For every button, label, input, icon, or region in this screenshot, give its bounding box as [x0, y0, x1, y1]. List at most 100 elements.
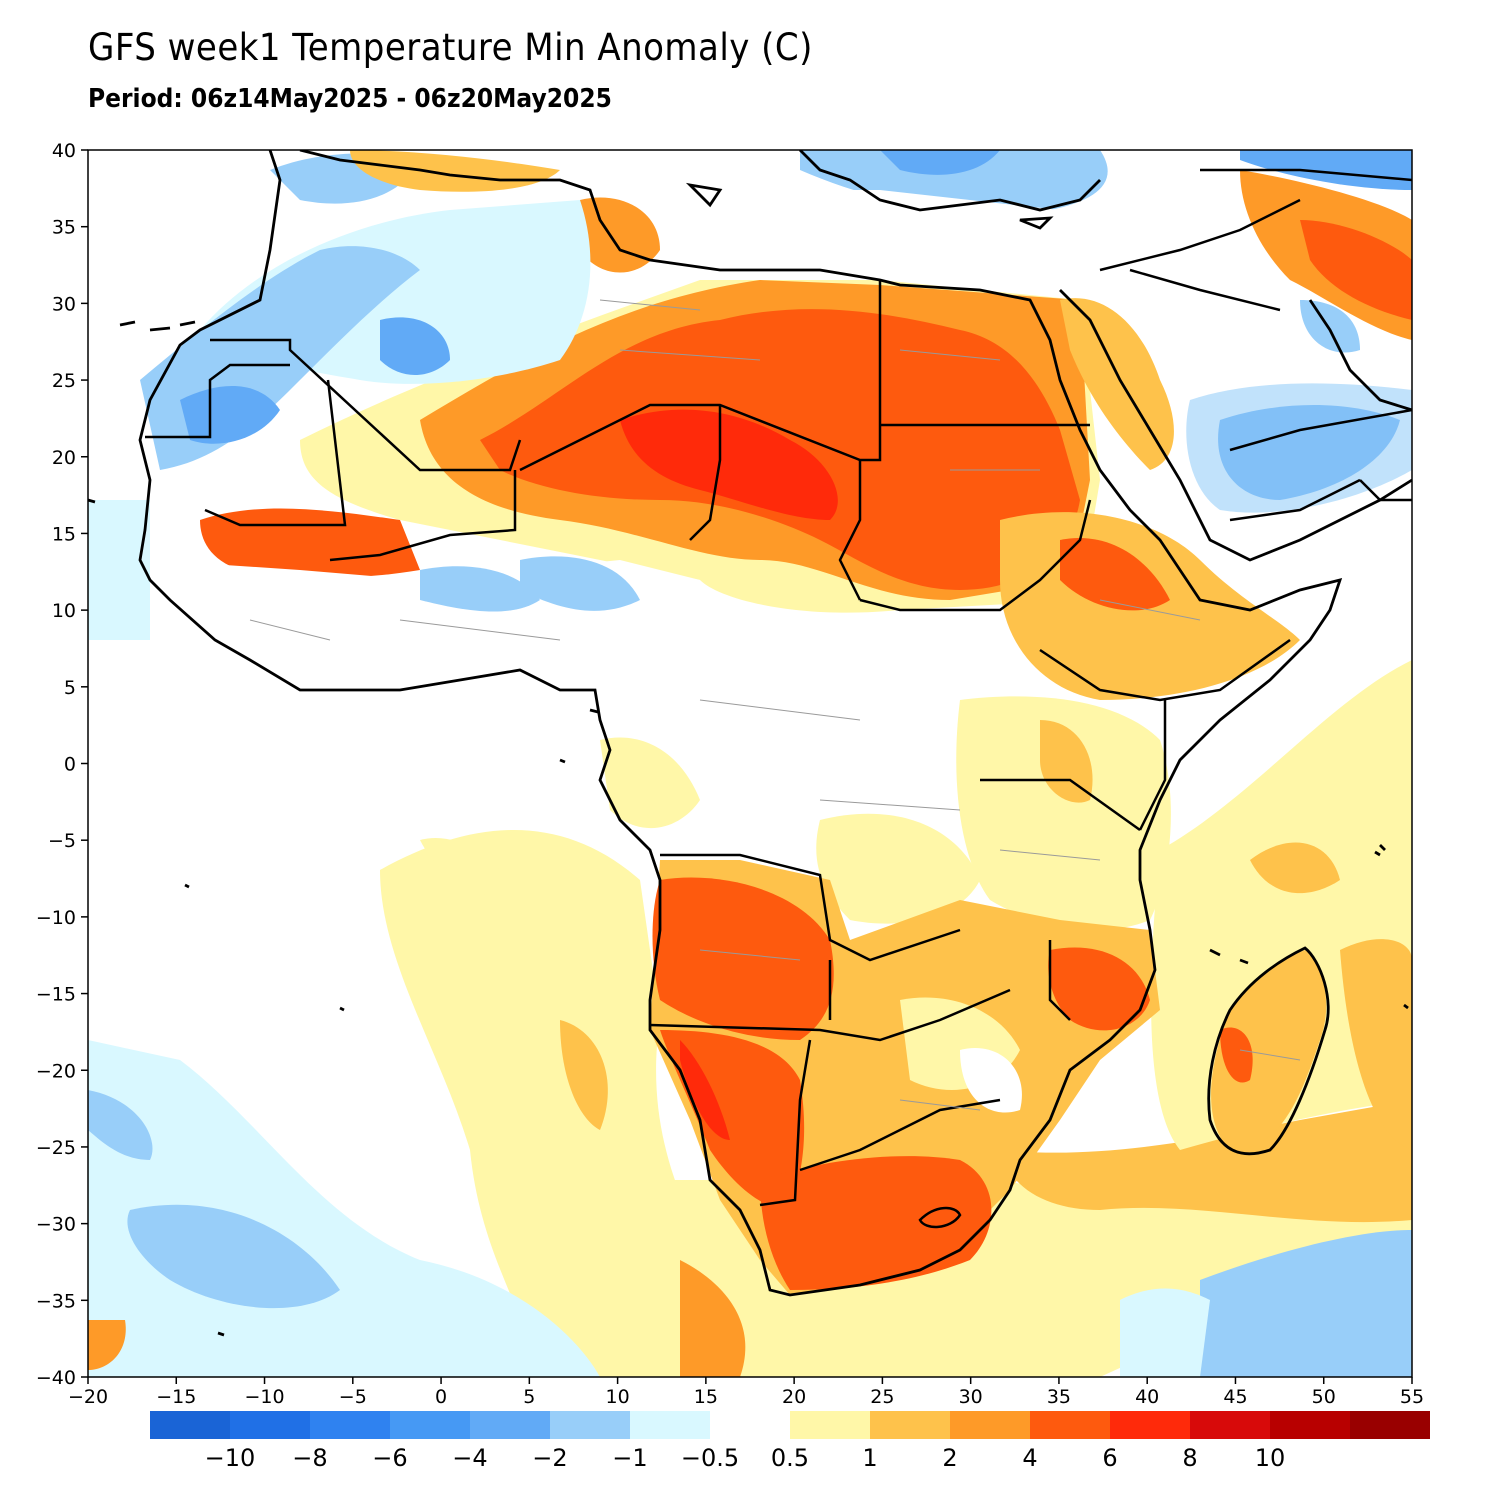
colorbar-swatch: [950, 1411, 1030, 1439]
ocean-orange-southern: [1000, 1100, 1412, 1223]
chart-subtitle: Period: 06z14May2025 - 06z20May2025: [88, 84, 612, 114]
y-tick-label: 40: [52, 140, 76, 162]
ocean-orange-sw-corner: [88, 1320, 126, 1370]
colorbar-label: −10: [205, 1444, 256, 1472]
land-yellow-congo-south: [816, 813, 980, 924]
y-tick-label: 20: [52, 447, 76, 469]
sicily: [685, 182, 723, 208]
land-red-angola: [652, 877, 834, 1040]
x-tick-label: 50: [1312, 1386, 1336, 1408]
y-tick-label: 15: [52, 523, 76, 545]
colorbar-label: −8: [292, 1444, 327, 1472]
coastlines: [88, 150, 1412, 1337]
x-tick-label: 25: [870, 1386, 894, 1408]
y-tick-label: −5: [48, 830, 76, 852]
colorbar-swatch: [150, 1411, 230, 1439]
x-tick-label: 40: [1135, 1386, 1159, 1408]
y-tick-label: −20: [36, 1060, 76, 1082]
y-tick-label: 25: [52, 370, 76, 392]
y-tick-label: 35: [52, 217, 76, 239]
land-blue-niger: [520, 556, 640, 611]
ocean-cyan-west-africa: [88, 500, 150, 640]
land-blue-mauritania: [180, 386, 280, 444]
colorbar-swatch: [1270, 1411, 1350, 1439]
ocean-orange-indian-east: [1340, 939, 1412, 1150]
colorbar-swatch: [550, 1411, 630, 1439]
cape-verde: [88, 498, 96, 504]
ocean-orange-seychelles: [1250, 842, 1340, 894]
colorbar-label: −1: [612, 1444, 647, 1472]
ocean-light-orange-southwest: [560, 1020, 608, 1130]
y-tick-label: −15: [36, 984, 76, 1006]
land-blue-gulf: [1300, 300, 1360, 353]
land-blue-algeria: [380, 317, 450, 375]
colorbar-swatch: [390, 1411, 470, 1439]
land-cyan-arabia: [1186, 383, 1412, 513]
chart-title: GFS week1 Temperature Min Anomaly (C): [88, 26, 813, 69]
land-blue-mali: [420, 566, 540, 612]
x-tick-label: 30: [959, 1386, 983, 1408]
land-blue-caucasus: [1240, 150, 1412, 190]
colorbar-swatch: [230, 1411, 310, 1439]
land-white-mozambique-south: [960, 1048, 1022, 1113]
mauritius: [1403, 1003, 1409, 1010]
land-deep-red-namibia-coast: [680, 1040, 730, 1140]
europe-coastline: [799, 150, 1101, 212]
land-yellow-east: [956, 696, 1171, 931]
ocean-blue-southwest: [127, 1204, 340, 1309]
colorbar-label: 2: [942, 1444, 957, 1472]
land-orange-east: [1040, 720, 1093, 803]
canary-islands: [119, 320, 196, 332]
ocean-yellow-gulf: [420, 838, 520, 900]
ocean-yellow-indian: [1151, 660, 1412, 1150]
colorbar: −10 −8 −6 −4 −2 −1 −0.5 0.5 1 2 4 6 8 10: [150, 1411, 1430, 1472]
seychelles: [1374, 844, 1386, 857]
colorbar-swatch: [1190, 1411, 1270, 1439]
colorbar-swatch: [1030, 1411, 1110, 1439]
y-tick-label: 0: [64, 754, 76, 776]
land-deep-red-iran: [1300, 220, 1412, 320]
ocean-orange-agulhas: [680, 1260, 746, 1377]
axis-ticks: −20 −15 −10 −5 0 5 10 15 20 25 30 35 40 45 50 554035302…: [36, 140, 1424, 1408]
land-blue-turkey: [800, 150, 1108, 213]
colorbar-swatch: [790, 1411, 870, 1439]
land-orange-red-sea: [1060, 298, 1174, 470]
y-tick-label: 30: [52, 293, 76, 315]
x-tick-label: 15: [694, 1386, 718, 1408]
persian-gulf-coastline: [1308, 299, 1412, 412]
y-tick-label: 10: [52, 600, 76, 622]
y-tick-label: −10: [36, 907, 76, 929]
y-tick-label: 5: [64, 677, 76, 699]
x-tick-label: −15: [156, 1386, 196, 1408]
colorbar-label: 0.5: [771, 1444, 809, 1472]
x-tick-label: 5: [523, 1386, 535, 1408]
land-orange-madagascar: [1211, 950, 1327, 1150]
colorbar-swatch: [470, 1411, 550, 1439]
ocean-blue-se: [1200, 1230, 1412, 1377]
colorbar-swatch: [710, 1411, 790, 1439]
bioko: [589, 708, 599, 714]
colorbar-label: 8: [1182, 1444, 1197, 1472]
country-borders: [145, 168, 1412, 1229]
colorbar-swatch: [630, 1411, 710, 1439]
tristan: [217, 1331, 225, 1337]
x-tick-label: 20: [782, 1386, 806, 1408]
x-tick-label: 45: [1223, 1386, 1247, 1408]
x-tick-label: −10: [244, 1386, 284, 1408]
x-tick-label: 35: [1047, 1386, 1071, 1408]
arabia-coastline: [1059, 289, 1412, 562]
colorbar-label: −2: [532, 1444, 567, 1472]
sea-white-mediterranean: [620, 190, 1060, 280]
land-yellow-gabon: [600, 737, 700, 829]
land-red-south-africa: [760, 1156, 992, 1290]
colorbar-swatch: [1110, 1411, 1190, 1439]
colorbar-label: 10: [1255, 1444, 1286, 1472]
land-red-mozambique: [1048, 947, 1150, 1031]
x-tick-label: 0: [435, 1386, 447, 1408]
comoros: [1209, 948, 1249, 965]
colorbar-label: −4: [452, 1444, 487, 1472]
land-blue-turkey-deep: [880, 150, 1000, 175]
y-tick-label: −25: [36, 1137, 76, 1159]
colorbar-label: −0.5: [681, 1444, 739, 1472]
